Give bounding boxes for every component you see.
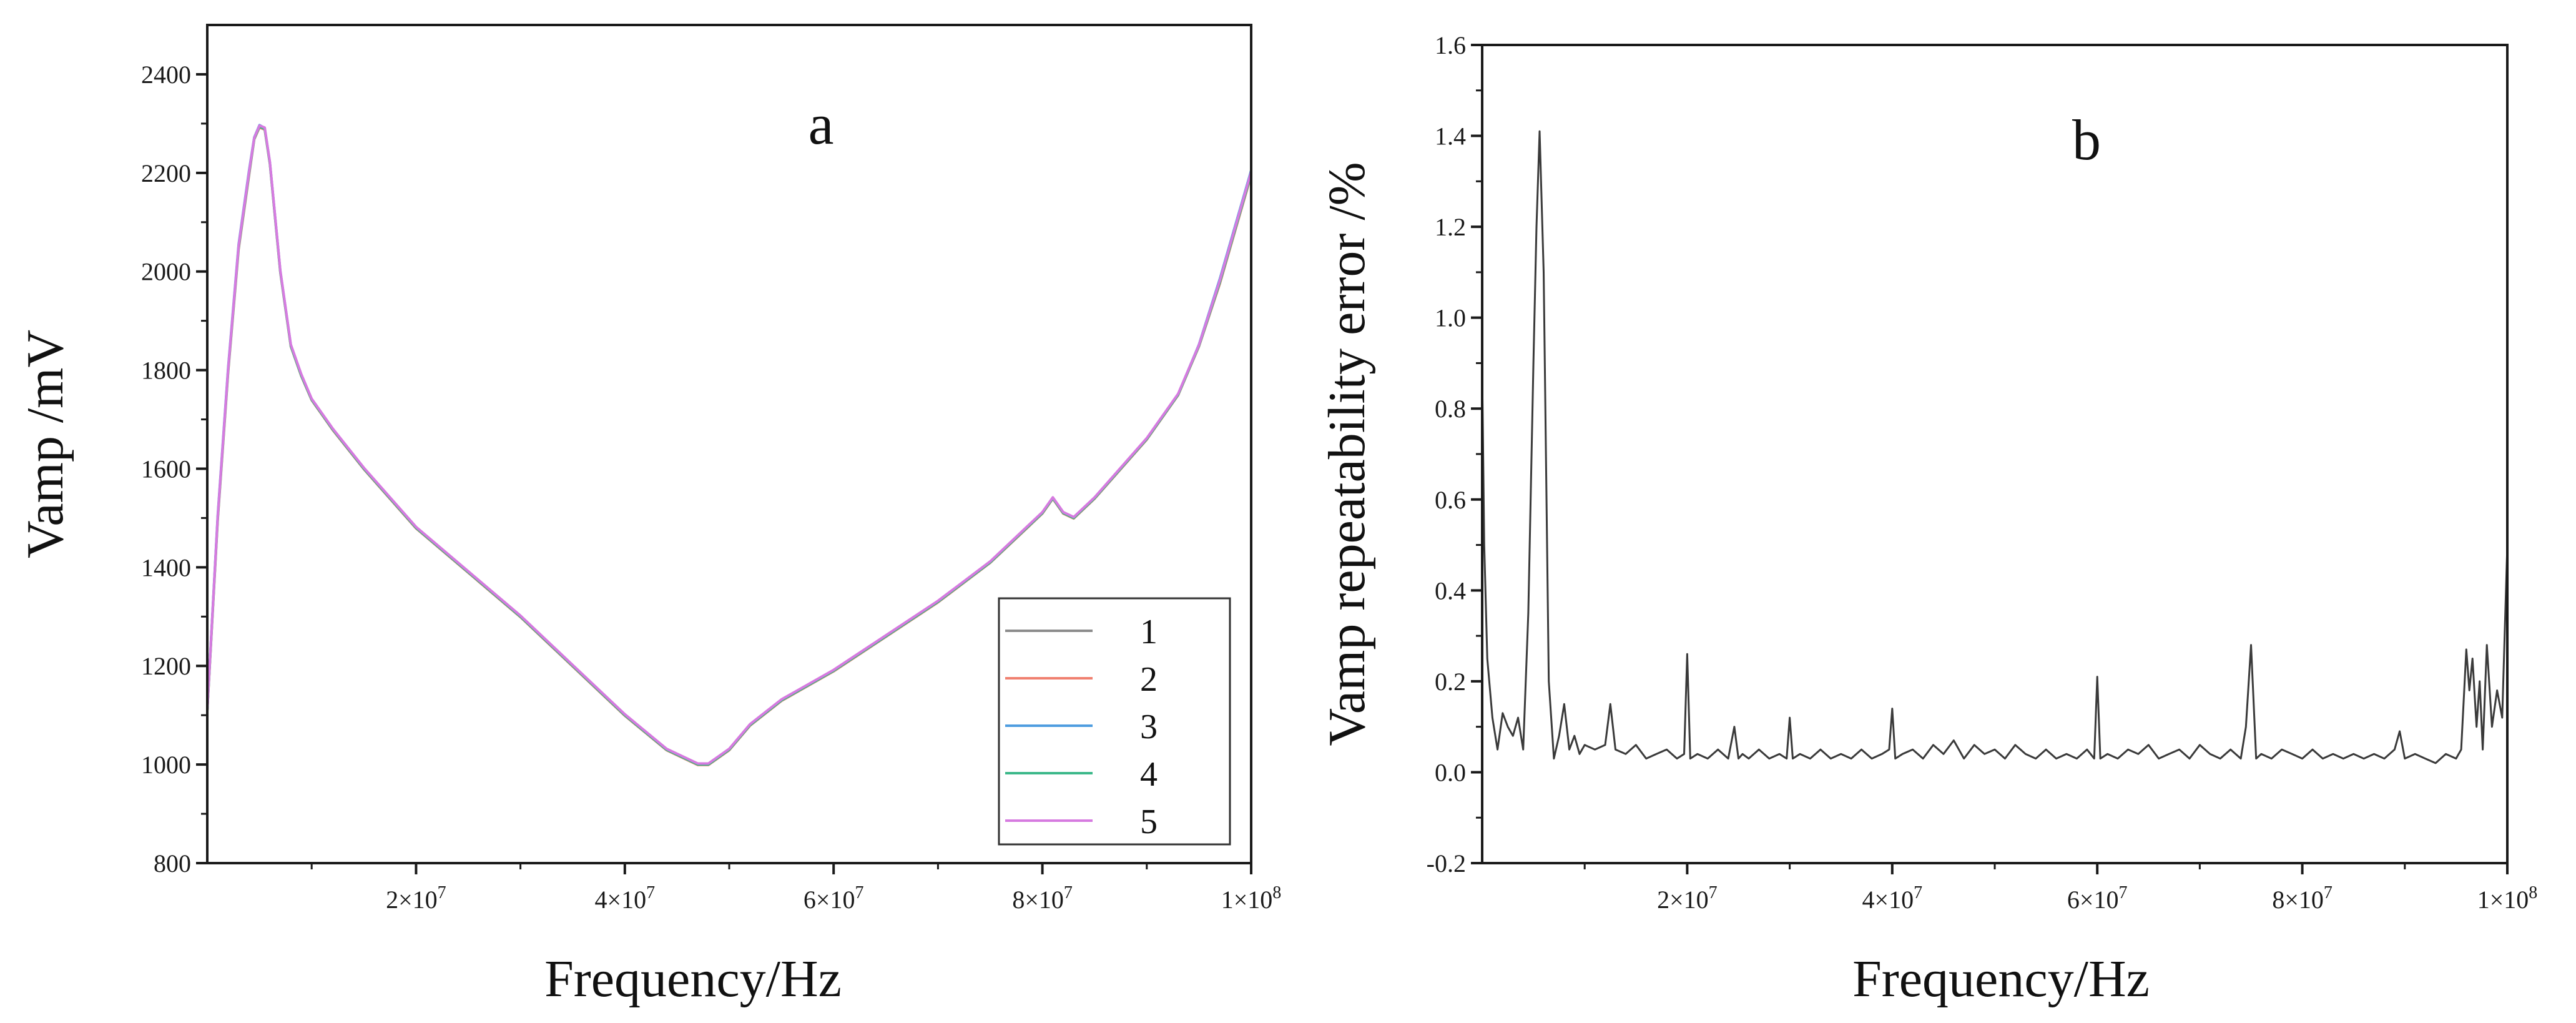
panel-b-x-axis-title: Frequency/Hz [1852, 950, 2150, 1008]
x-tick-label-a: 2×107 [386, 883, 446, 914]
y-tick-label-a: 1200 [141, 652, 191, 680]
legend-label-5: 5 [1140, 803, 1158, 841]
y-tick-label-b: -0.2 [1427, 849, 1466, 877]
x-tick-label-b: 4×107 [1862, 883, 1923, 914]
panel-b-plot-area [1481, 130, 2509, 764]
panel-a-x-axis-title: Frequency/Hz [544, 950, 842, 1008]
x-tick-label-b: 6×107 [2067, 883, 2128, 914]
panel-a-plot-area [206, 124, 1252, 766]
x-tick-label-a: 4×107 [595, 883, 656, 914]
y-tick-label-a: 2400 [141, 61, 191, 89]
x-tick-label-b: 1×108 [2477, 883, 2538, 914]
legend-label-1: 1 [1140, 613, 1158, 651]
panel-b: -0.2 0.0 0.2 0.4 0.6 0.8 1.0 1.2 1.4 1.6 2×107 4×10… [1318, 31, 2537, 1008]
panel-a-legend: 1 2 3 4 5 [998, 597, 1231, 846]
panel-b-y-axis-title: Vamp repeatability error /% [1318, 162, 1376, 746]
y-tick-label-a: 1800 [141, 357, 191, 385]
y-tick-label-a: 1600 [141, 455, 191, 483]
x-tick-label-a: 8×107 [1012, 883, 1073, 914]
x-tick-label-a: 6×107 [804, 883, 864, 914]
legend-label-2: 2 [1140, 660, 1158, 699]
panel-a-ticks: 800 1000 1200 1400 1600 1800 2000 2200 2400 2×107… [141, 61, 1281, 914]
legend-box [998, 597, 1231, 846]
y-tick-label-a: 1400 [141, 553, 191, 581]
x-tick-label-a: 1×108 [1221, 883, 1282, 914]
panel-b-ticks: -0.2 0.0 0.2 0.4 0.6 0.8 1.0 1.2 1.4 1.6 2×107 4×10… [1427, 31, 2538, 914]
y-tick-label-b: 1.2 [1435, 213, 1466, 241]
y-tick-label-b: 0.8 [1435, 395, 1466, 423]
legend-label-4: 4 [1140, 755, 1158, 794]
panel-b-letter: b [2072, 108, 2101, 172]
y-tick-label-b: 0.0 [1435, 758, 1466, 786]
panel-a-letter: a [809, 92, 834, 156]
panel-a: 800 1000 1200 1400 1600 1800 2000 2200 2400 2×107… [16, 24, 1281, 1008]
y-tick-label-b: 0.2 [1435, 668, 1466, 696]
x-tick-label-b: 8×107 [2272, 883, 2333, 914]
y-tick-label-b: 1.6 [1435, 31, 1466, 59]
y-tick-label-b: 0.6 [1435, 486, 1466, 514]
legend-label-3: 3 [1140, 708, 1158, 746]
x-tick-label-b: 2×107 [1657, 883, 1718, 914]
y-tick-label-b: 1.0 [1435, 304, 1466, 332]
panel-a-y-axis-title: Vamp /mV [16, 330, 74, 558]
y-tick-label-b: 0.4 [1435, 576, 1466, 605]
y-tick-label-a: 1000 [141, 751, 191, 779]
series-line-a-5 [206, 124, 1252, 765]
y-tick-label-a: 800 [154, 849, 191, 877]
y-tick-label-b: 1.4 [1435, 122, 1466, 151]
series-line-b-1 [1481, 130, 2509, 764]
y-tick-label-a: 2000 [141, 258, 191, 286]
y-tick-label-a: 2200 [141, 159, 191, 187]
